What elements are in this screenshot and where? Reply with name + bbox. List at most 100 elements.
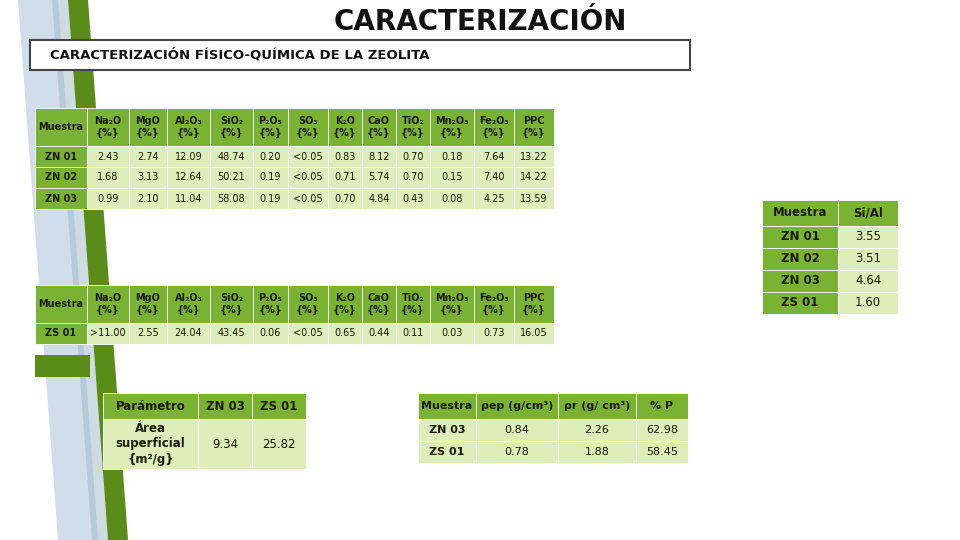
Text: 0.70: 0.70: [402, 152, 423, 161]
Text: 0.18: 0.18: [442, 152, 463, 161]
FancyBboxPatch shape: [558, 419, 636, 441]
Text: 1.60: 1.60: [855, 296, 881, 309]
FancyBboxPatch shape: [129, 285, 167, 323]
FancyBboxPatch shape: [362, 108, 396, 146]
FancyBboxPatch shape: [514, 285, 554, 323]
FancyBboxPatch shape: [167, 323, 210, 344]
Text: CARACTERIZACIÓN: CARACTERIZACIÓN: [333, 8, 627, 36]
FancyBboxPatch shape: [35, 323, 87, 344]
Text: 0.20: 0.20: [260, 152, 281, 161]
FancyBboxPatch shape: [474, 188, 514, 209]
Text: SiO₂
{%}: SiO₂ {%}: [220, 293, 244, 314]
Text: 2.43: 2.43: [97, 152, 119, 161]
FancyBboxPatch shape: [328, 108, 362, 146]
FancyBboxPatch shape: [252, 393, 306, 419]
Text: ZS 01: ZS 01: [260, 400, 298, 413]
FancyBboxPatch shape: [288, 188, 328, 209]
Text: Muestra: Muestra: [38, 122, 84, 132]
Text: 0.73: 0.73: [483, 328, 505, 339]
FancyBboxPatch shape: [514, 323, 554, 344]
FancyBboxPatch shape: [418, 393, 476, 419]
Text: 0.70: 0.70: [334, 193, 356, 204]
FancyBboxPatch shape: [253, 188, 288, 209]
Text: 0.99: 0.99: [97, 193, 119, 204]
Text: Fe₂O₃
{%}: Fe₂O₃ {%}: [479, 293, 509, 314]
FancyBboxPatch shape: [476, 441, 558, 463]
Text: 0.43: 0.43: [402, 193, 423, 204]
FancyBboxPatch shape: [476, 393, 558, 419]
Text: 0.15: 0.15: [442, 172, 463, 183]
Text: ZS 01: ZS 01: [781, 296, 819, 309]
FancyBboxPatch shape: [288, 108, 328, 146]
FancyBboxPatch shape: [252, 419, 306, 469]
FancyBboxPatch shape: [762, 248, 838, 270]
FancyBboxPatch shape: [35, 188, 87, 209]
Text: ZS 01: ZS 01: [429, 447, 465, 457]
FancyBboxPatch shape: [362, 167, 396, 188]
FancyBboxPatch shape: [288, 285, 328, 323]
Text: 0.08: 0.08: [442, 193, 463, 204]
FancyBboxPatch shape: [430, 188, 474, 209]
Text: 5.74: 5.74: [369, 172, 390, 183]
FancyBboxPatch shape: [396, 285, 430, 323]
FancyBboxPatch shape: [636, 419, 688, 441]
FancyBboxPatch shape: [87, 323, 129, 344]
Text: 62.98: 62.98: [646, 425, 678, 435]
FancyBboxPatch shape: [762, 200, 838, 226]
Text: 13.59: 13.59: [520, 193, 548, 204]
FancyBboxPatch shape: [87, 167, 129, 188]
FancyBboxPatch shape: [362, 285, 396, 323]
Text: ZN 02: ZN 02: [780, 253, 820, 266]
Text: P₂O₅
{%}: P₂O₅ {%}: [258, 293, 282, 314]
Text: Área
superficial
{m²/g}: Área superficial {m²/g}: [115, 422, 185, 465]
Text: Fe₂O₃
{%}: Fe₂O₃ {%}: [479, 117, 509, 138]
Text: 16.05: 16.05: [520, 328, 548, 339]
Text: 2.10: 2.10: [137, 193, 158, 204]
FancyBboxPatch shape: [636, 441, 688, 463]
Text: ZN 01: ZN 01: [45, 152, 77, 161]
FancyBboxPatch shape: [474, 323, 514, 344]
Text: ZN 02: ZN 02: [45, 172, 77, 183]
Text: TiO₂
{%}: TiO₂ {%}: [401, 117, 425, 138]
FancyBboxPatch shape: [838, 200, 898, 226]
FancyBboxPatch shape: [198, 393, 252, 419]
Text: PPC
{%}: PPC {%}: [522, 117, 546, 138]
FancyBboxPatch shape: [476, 419, 558, 441]
Text: TiO₂
{%}: TiO₂ {%}: [401, 293, 425, 314]
Text: Muestra: Muestra: [38, 299, 84, 309]
FancyBboxPatch shape: [35, 167, 87, 188]
Text: 8.12: 8.12: [369, 152, 390, 161]
Text: 43.45: 43.45: [218, 328, 246, 339]
Text: ZS 01: ZS 01: [45, 328, 77, 339]
FancyBboxPatch shape: [474, 146, 514, 167]
FancyBboxPatch shape: [328, 167, 362, 188]
FancyBboxPatch shape: [558, 393, 636, 419]
FancyBboxPatch shape: [253, 146, 288, 167]
FancyBboxPatch shape: [129, 146, 167, 167]
Text: 4.84: 4.84: [369, 193, 390, 204]
Text: P₂O₅
{%}: P₂O₅ {%}: [258, 117, 282, 138]
FancyBboxPatch shape: [362, 323, 396, 344]
Text: CaO
{%}: CaO {%}: [367, 293, 391, 314]
Text: 0.65: 0.65: [334, 328, 356, 339]
Text: ZN 03: ZN 03: [205, 400, 245, 413]
FancyBboxPatch shape: [288, 146, 328, 167]
FancyBboxPatch shape: [514, 108, 554, 146]
Text: 0.44: 0.44: [369, 328, 390, 339]
FancyBboxPatch shape: [210, 108, 253, 146]
FancyBboxPatch shape: [87, 108, 129, 146]
FancyBboxPatch shape: [210, 285, 253, 323]
FancyBboxPatch shape: [838, 292, 898, 314]
Text: K₂O
{%}: K₂O {%}: [333, 117, 357, 138]
FancyBboxPatch shape: [167, 146, 210, 167]
FancyBboxPatch shape: [167, 108, 210, 146]
FancyBboxPatch shape: [288, 323, 328, 344]
FancyBboxPatch shape: [514, 188, 554, 209]
FancyBboxPatch shape: [514, 146, 554, 167]
Text: ZN 03: ZN 03: [45, 193, 77, 204]
Text: 3.55: 3.55: [855, 231, 881, 244]
Polygon shape: [68, 0, 128, 540]
FancyBboxPatch shape: [514, 167, 554, 188]
FancyBboxPatch shape: [474, 108, 514, 146]
Text: K₂O
{%}: K₂O {%}: [333, 293, 357, 314]
